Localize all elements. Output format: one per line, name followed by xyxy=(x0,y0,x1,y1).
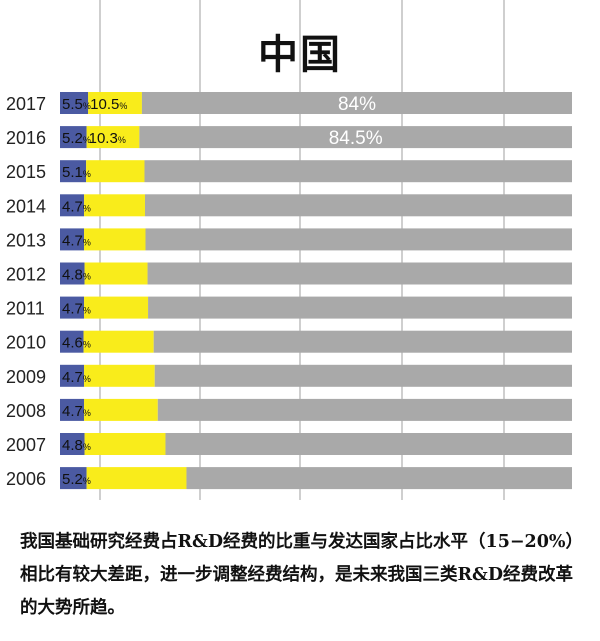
data-label: 10.5% xyxy=(90,96,127,113)
bar-segment-1 xyxy=(84,296,149,319)
labels: 2017 5.5% 10.5% 84%2016 5.2%10.3% 84.5%2015 5.… xyxy=(6,94,383,489)
bar-segment-1 xyxy=(84,364,155,387)
bar-segment-0 xyxy=(60,228,85,251)
bar-segment-0 xyxy=(60,92,89,114)
bar-segment-0 xyxy=(60,296,85,319)
bar-segment-2 xyxy=(153,330,573,353)
bar-segment-0 xyxy=(60,126,87,149)
bar-segment-2 xyxy=(154,364,572,387)
bar-segment-2 xyxy=(144,194,572,217)
bar-segment-2 xyxy=(148,296,572,319)
year-label: 2009 xyxy=(6,367,46,387)
bar-segment-0 xyxy=(60,330,84,353)
bar-segment-2 xyxy=(141,92,573,114)
bar-segment-0 xyxy=(60,433,85,455)
year-label: 2011 xyxy=(6,299,45,319)
bar-segment-2 xyxy=(157,398,573,421)
data-label: 4.7% xyxy=(62,301,91,318)
bar-segment-1 xyxy=(86,126,140,149)
data-label: 5.2% xyxy=(62,130,91,147)
data-label: 10.3% xyxy=(89,130,126,147)
bar-segment-1 xyxy=(84,262,148,285)
data-label: 84% xyxy=(338,94,376,115)
bar-segment-1 xyxy=(86,467,187,490)
bar-segment-1 xyxy=(84,398,158,421)
year-label: 2006 xyxy=(6,469,46,489)
stacked-bar-chart: 2017 5.5% 10.5% 84%2016 5.2%10.3% 84.5%2015 5.… xyxy=(6,0,573,500)
bar-segment-0 xyxy=(60,194,85,217)
data-label: 5.5% xyxy=(62,96,91,113)
bar-segment-2 xyxy=(145,228,572,251)
bar-segment-0 xyxy=(60,262,85,285)
bar-segment-1 xyxy=(84,194,145,217)
bar-segment-2 xyxy=(186,467,573,490)
data-label: 5.1% xyxy=(62,164,91,181)
bar-segment-1 xyxy=(83,330,154,353)
bar-segment-0 xyxy=(60,398,85,421)
data-label: 4.8% xyxy=(62,267,91,284)
bar-segment-0 xyxy=(60,160,87,183)
data-label: 5.2% xyxy=(62,471,91,488)
bar-segment-1 xyxy=(84,228,146,251)
data-label: 84.5% xyxy=(329,128,383,149)
bar-segment-1 xyxy=(88,92,142,114)
bar-segment-2 xyxy=(147,262,572,285)
bar-segment-2 xyxy=(165,433,573,455)
year-label: 2010 xyxy=(6,333,46,353)
year-label: 2015 xyxy=(6,162,46,182)
caption-text: 我国基础研究经费占R&D经费的比重与发达国家占比水平（15−20%）相比有较大差… xyxy=(20,532,575,618)
year-label: 2014 xyxy=(6,196,46,216)
year-label: 2007 xyxy=(6,435,46,455)
year-label: 2012 xyxy=(6,265,46,285)
data-label: 4.7% xyxy=(62,369,91,386)
data-label: 4.7% xyxy=(62,232,91,249)
year-label: 2013 xyxy=(6,230,46,250)
data-label: 4.6% xyxy=(62,335,91,352)
year-label: 2017 xyxy=(6,94,46,114)
bar-segment-0 xyxy=(60,364,85,387)
bar-segment-1 xyxy=(84,433,166,455)
data-label: 4.7% xyxy=(62,403,91,420)
year-label: 2016 xyxy=(6,128,46,148)
year-label: 2008 xyxy=(6,401,46,421)
data-label: 4.7% xyxy=(62,198,91,215)
data-label: 4.8% xyxy=(62,437,91,454)
bar-segment-0 xyxy=(60,467,87,490)
bar-segment-2 xyxy=(144,160,573,183)
bars xyxy=(60,92,573,490)
bar-segment-2 xyxy=(139,126,573,149)
bar-segment-1 xyxy=(86,160,145,183)
